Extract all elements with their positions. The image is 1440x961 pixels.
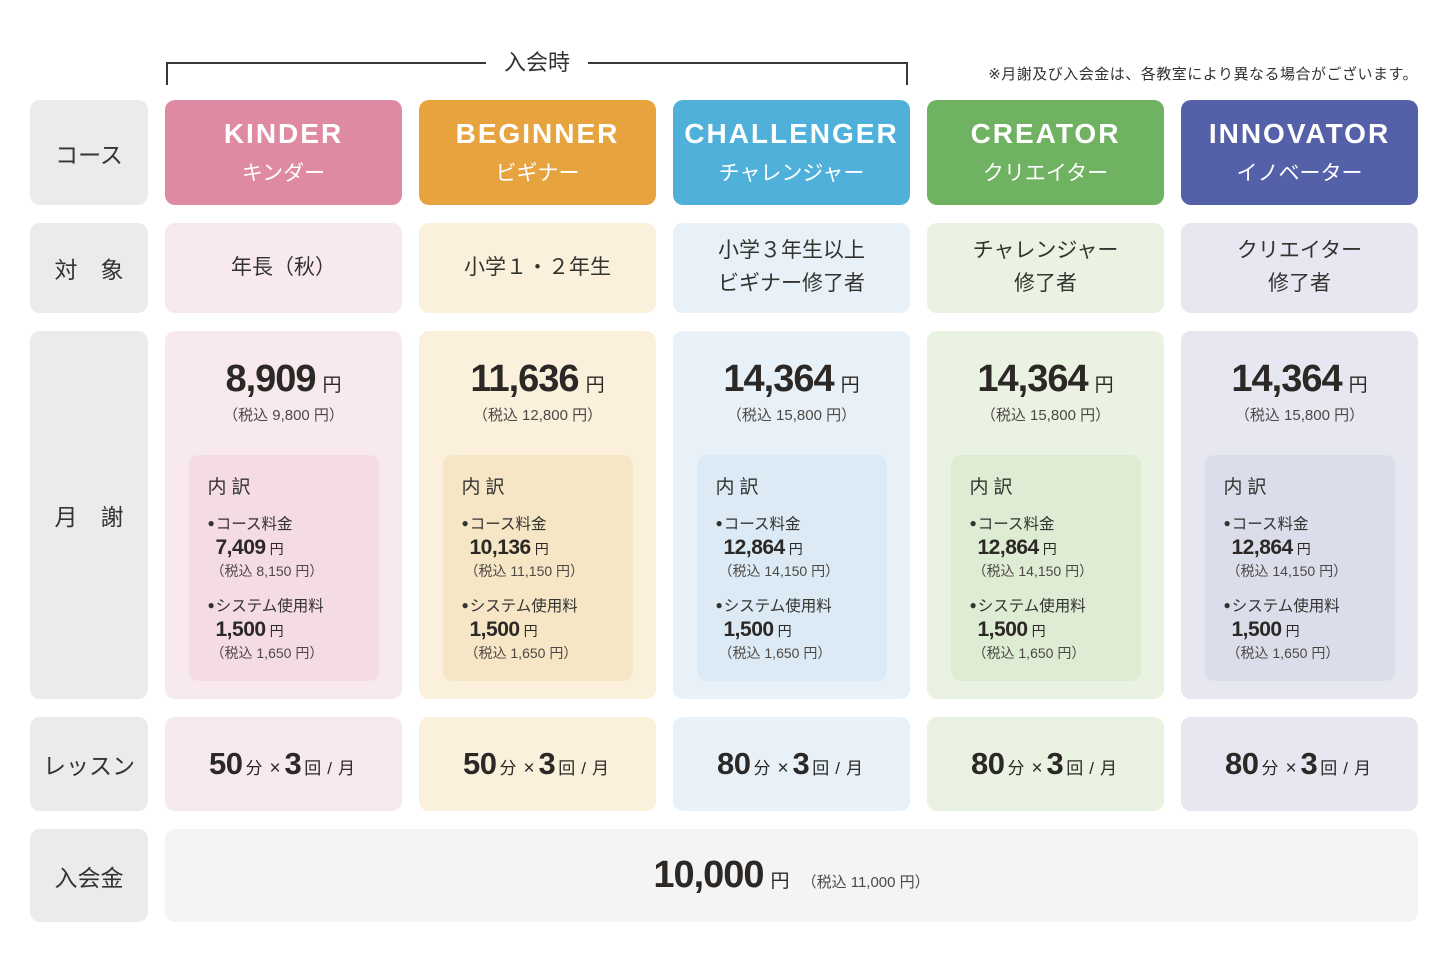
- fee-breakdown-box: 内訳 ●コース料金 12,864 円 （税込 14,150 円） ●システム使用料…: [950, 455, 1141, 681]
- bullet-icon: ●: [1223, 598, 1231, 612]
- monthly-fee-cell-beginner: 11,636 円 （税込 12,800 円） 内訳 ●コース料金 10,136 円 …: [419, 331, 656, 699]
- course-name-ja-challenger: チャレンジャー: [718, 162, 865, 185]
- row-label-monthly-fee: 月 謝: [30, 331, 148, 699]
- monthly-fee-cell-innovator: 14,364 円 （税込 15,800 円） 内訳 ●コース料金 12,864 円 …: [1181, 331, 1418, 699]
- monthly-fee-tax: （税込 9,800 円）: [223, 407, 344, 424]
- target-cell-beginner: 小学１・２年生: [419, 223, 656, 313]
- monthly-fee-tax: （税込 12,800 円）: [472, 407, 603, 424]
- bullet-icon: ●: [207, 598, 215, 612]
- monthly-fee-amount: 14,364 円: [1231, 358, 1368, 400]
- monthly-fee-tax: （税込 15,800 円）: [726, 407, 857, 424]
- bullet-icon: ●: [715, 516, 723, 530]
- bullet-icon: ●: [715, 598, 723, 612]
- enrollment-fee-amount: 10,000: [653, 854, 764, 896]
- course-name-en-kinder: KINDER: [223, 118, 344, 149]
- enrollment-time-bracket: 入会時: [166, 48, 908, 85]
- monthly-fee-amount: 8,909 円: [225, 358, 342, 400]
- breakdown-title: 内訳: [207, 477, 256, 498]
- course-header-beginner: BEGINNER ビギナー: [419, 100, 656, 205]
- monthly-fee-amount: 14,364 円: [723, 358, 860, 400]
- breakdown-title: 内訳: [1223, 477, 1272, 498]
- row-label-enrollment-fee: 入会金: [30, 829, 148, 922]
- row-label-target: 対 象: [30, 223, 148, 313]
- bullet-icon: ●: [1223, 516, 1231, 530]
- course-name-ja-creator: クリエイター: [982, 162, 1109, 185]
- disclaimer-note: ※月謝及び入会金は、各教室により異なる場合がございます。: [988, 66, 1418, 83]
- breakdown-system-item: ●システム使用料 1,500 円 （税込 1,650 円）: [461, 598, 578, 661]
- row-label-lesson: レッスン: [30, 717, 148, 811]
- breakdown-system-item: ●システム使用料 1,500 円 （税込 1,650 円）: [969, 598, 1086, 661]
- target-cell-kinder: 年長（秋）: [165, 223, 402, 313]
- fee-breakdown-box: 内訳 ●コース料金 12,864 円 （税込 14,150 円） ●システム使用料…: [1204, 455, 1395, 681]
- target-cell-innovator: クリエイター 修了者: [1181, 223, 1418, 313]
- bullet-icon: ●: [207, 516, 215, 530]
- course-header-creator: CREATOR クリエイター: [927, 100, 1164, 205]
- monthly-fee-amount: 11,636 円: [470, 358, 605, 400]
- course-name-en-innovator: INNOVATOR: [1208, 118, 1391, 149]
- lesson-cell-beginner: 50 分 × 3 回 / 月: [419, 717, 656, 811]
- monthly-fee-amount: 14,364 円: [977, 358, 1114, 400]
- fee-breakdown-box: 内訳 ●コース料金 12,864 円 （税込 14,150 円） ●システム使用料…: [696, 455, 887, 681]
- breakdown-system-item: ●システム使用料 1,500 円 （税込 1,650 円）: [715, 598, 832, 661]
- multiply-sign: ×: [1285, 758, 1297, 779]
- course-name-en-challenger: CHALLENGER: [684, 118, 899, 149]
- multiply-sign: ×: [523, 758, 535, 779]
- monthly-fee-tax: （税込 15,800 円）: [980, 407, 1111, 424]
- course-name-ja-beginner: ビギナー: [495, 162, 580, 185]
- monthly-fee-cell-kinder: 8,909 円 （税込 9,800 円） 内訳 ●コース料金 7,409 円 （税込…: [165, 331, 402, 699]
- breakdown-course-item: ●コース料金 12,864 円 （税込 14,150 円）: [969, 516, 1094, 579]
- lesson-cell-creator: 80 分 × 3 回 / 月: [927, 717, 1164, 811]
- monthly-fee-cell-challenger: 14,364 円 （税込 15,800 円） 内訳 ●コース料金 12,864 円 …: [673, 331, 910, 699]
- breakdown-title: 内訳: [461, 477, 510, 498]
- lesson-cell-innovator: 80 分 × 3 回 / 月: [1181, 717, 1418, 811]
- course-header-challenger: CHALLENGER チャレンジャー: [673, 100, 910, 205]
- breakdown-title: 内訳: [969, 477, 1018, 498]
- breakdown-course-item: ●コース料金 12,864 円 （税込 14,150 円）: [1223, 516, 1348, 579]
- course-name-ja-kinder: キンダー: [241, 162, 326, 185]
- breakdown-system-item: ●システム使用料 1,500 円 （税込 1,650 円）: [1223, 598, 1340, 661]
- course-name-ja-innovator: イノベーター: [1236, 162, 1363, 185]
- target-cell-creator: チャレンジャー 修了者: [927, 223, 1164, 313]
- breakdown-course-item: ●コース料金 12,864 円 （税込 14,150 円）: [715, 516, 840, 579]
- multiply-sign: ×: [1031, 758, 1043, 779]
- breakdown-system-item: ●システム使用料 1,500 円 （税込 1,650 円）: [207, 598, 324, 661]
- bullet-icon: ●: [969, 598, 977, 612]
- enrollment-fee-cell: 10,000 円（税込 11,000 円）: [165, 829, 1418, 922]
- fee-breakdown-box: 内訳 ●コース料金 10,136 円 （税込 11,150 円） ●システム使用料…: [442, 455, 633, 681]
- enrollment-fee-tax: （税込 11,000 円）: [801, 874, 930, 891]
- row-label-course: コース: [30, 100, 148, 205]
- lesson-cell-kinder: 50 分 × 3 回 / 月: [165, 717, 402, 811]
- bullet-icon: ●: [969, 516, 977, 530]
- multiply-sign: ×: [269, 758, 281, 779]
- lesson-cell-challenger: 80 分 × 3 回 / 月: [673, 717, 910, 811]
- course-header-kinder: KINDER キンダー: [165, 100, 402, 205]
- bullet-icon: ●: [461, 516, 469, 530]
- breakdown-title: 内訳: [715, 477, 764, 498]
- multiply-sign: ×: [777, 758, 789, 779]
- course-name-en-beginner: BEGINNER: [455, 118, 620, 149]
- breakdown-course-item: ●コース料金 10,136 円 （税込 11,150 円）: [461, 516, 585, 579]
- fee-breakdown-box: 内訳 ●コース料金 7,409 円 （税込 8,150 円） ●システム使用料 1…: [188, 455, 379, 681]
- course-name-en-creator: CREATOR: [970, 118, 1121, 149]
- pricing-grid: コース KINDER キンダー BEGINNER ビギナー CHALLENGER…: [30, 100, 1418, 922]
- breakdown-course-item: ●コース料金 7,409 円 （税込 8,150 円）: [207, 516, 324, 579]
- enrollment-time-bracket-label: 入会時: [485, 48, 589, 78]
- monthly-fee-tax: （税込 15,800 円）: [1234, 407, 1365, 424]
- bullet-icon: ●: [461, 598, 469, 612]
- course-header-innovator: INNOVATOR イノベーター: [1181, 100, 1418, 205]
- monthly-fee-cell-creator: 14,364 円 （税込 15,800 円） 内訳 ●コース料金 12,864 円 …: [927, 331, 1164, 699]
- target-cell-challenger: 小学３年生以上 ビギナー修了者: [673, 223, 910, 313]
